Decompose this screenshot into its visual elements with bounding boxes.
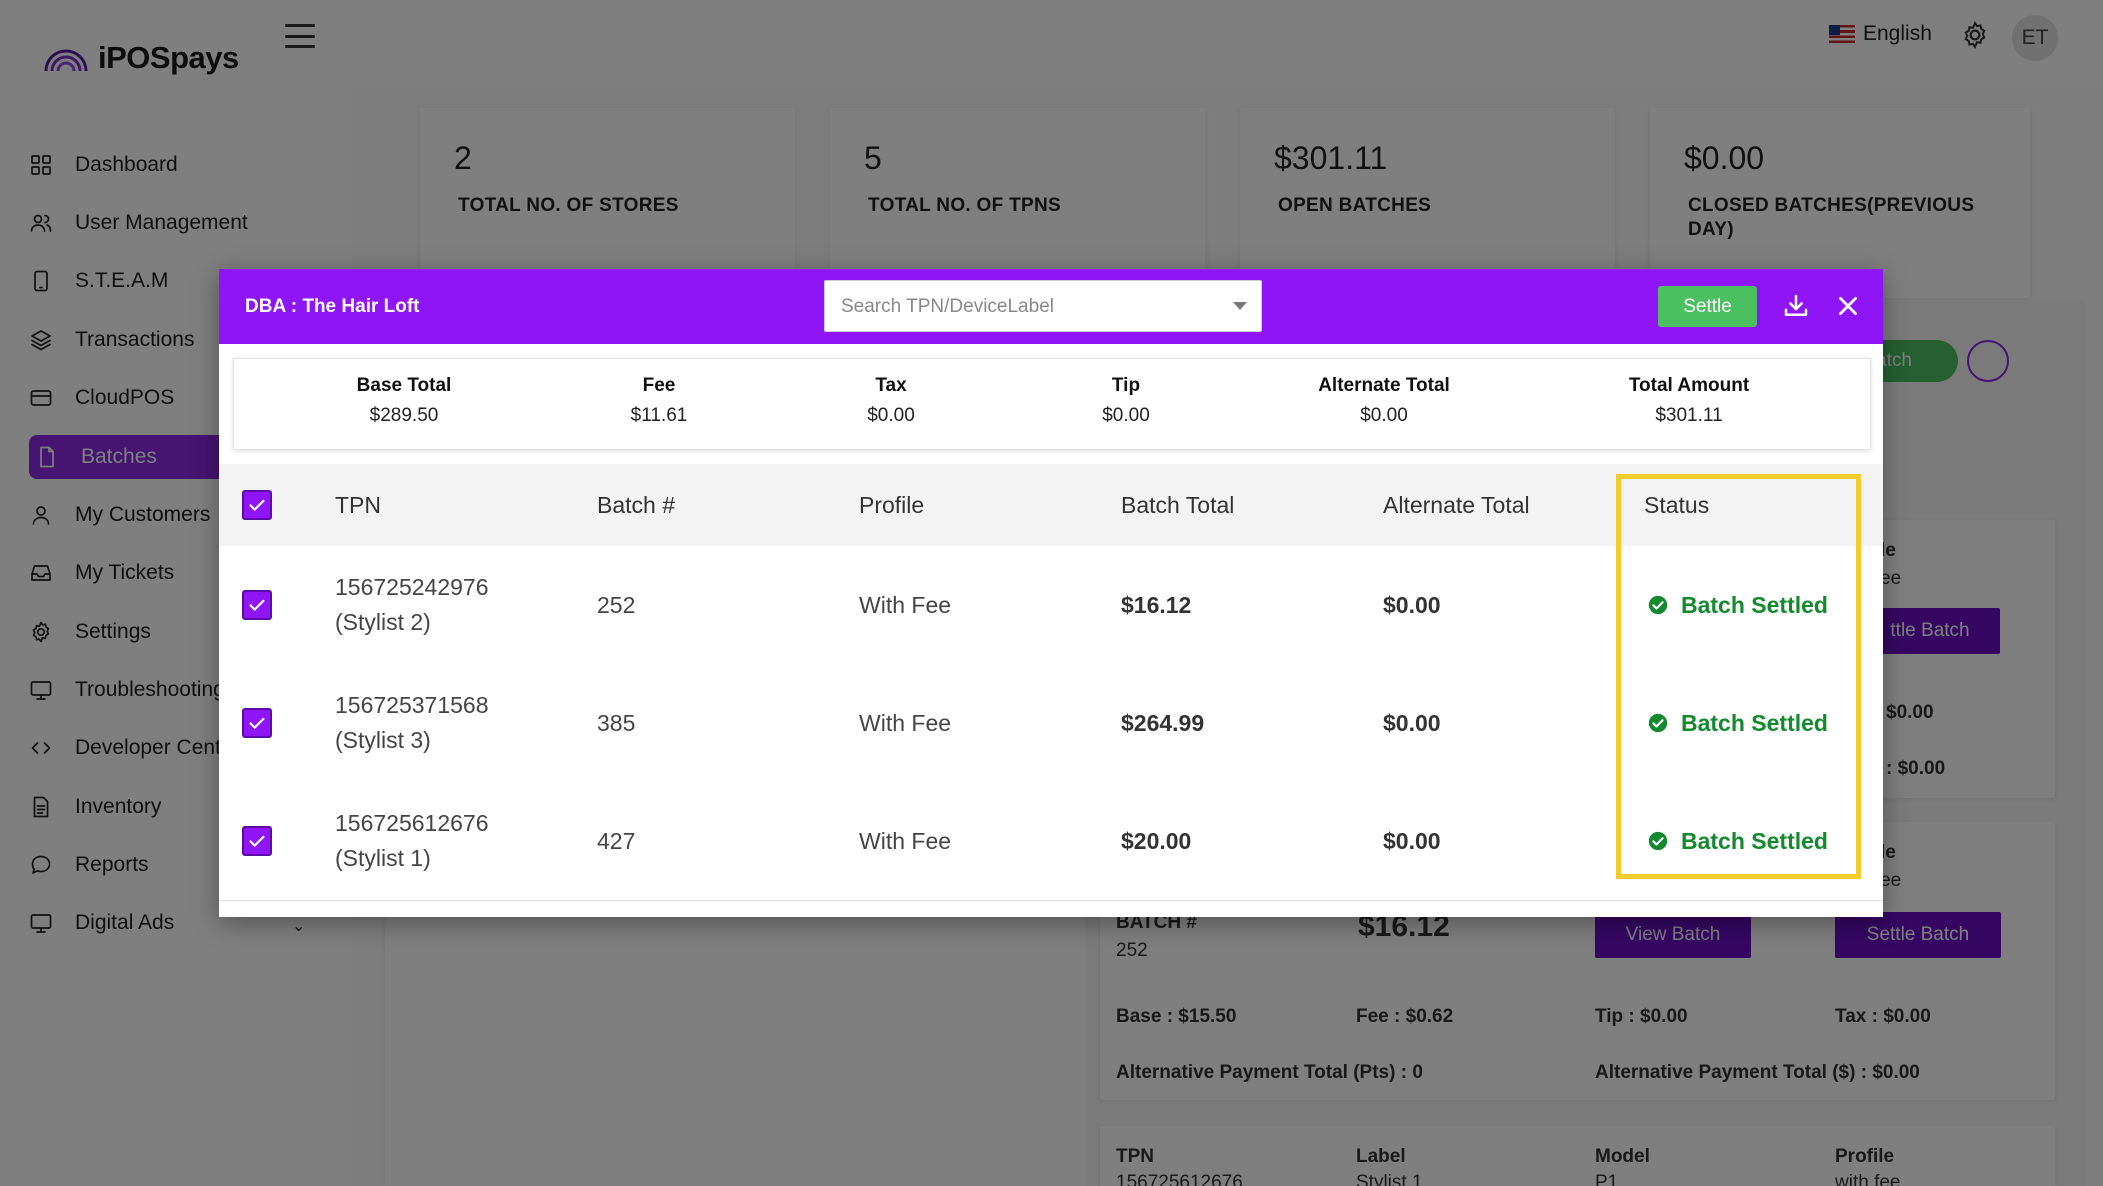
- check-circle-icon: [1648, 831, 1668, 851]
- check-circle-icon: [1648, 595, 1668, 615]
- modal-title: DBA : The Hair Loft: [245, 295, 420, 317]
- alternate-total: $0.00: [1383, 709, 1441, 736]
- table-row[interactable]: 156725612676 (Stylist 1) 427 With Fee $20.00…: [219, 782, 1883, 901]
- status-text: Batch Settled: [1681, 709, 1828, 736]
- total-tip: Tip $0.00: [1102, 375, 1150, 426]
- tpn-cell: 156725242976 (Stylist 2): [335, 546, 489, 664]
- row-checkbox[interactable]: [242, 590, 272, 620]
- batch-total: $16.12: [1121, 591, 1192, 618]
- batch-total: $20.00: [1121, 827, 1192, 854]
- device-label: (Stylist 3): [335, 727, 431, 753]
- check-circle-icon: [1648, 713, 1668, 733]
- batch-number: 385: [597, 709, 636, 736]
- batch-number: 427: [597, 827, 636, 854]
- select-all-checkbox[interactable]: [242, 490, 272, 520]
- tpn-search-input[interactable]: [825, 281, 1223, 333]
- settle-button[interactable]: Settle: [1658, 286, 1757, 327]
- tpn-number: 156725242976: [335, 574, 489, 600]
- total-amount: Total Amount $301.11: [1628, 375, 1750, 426]
- batch-total: $264.99: [1121, 709, 1205, 736]
- status-badge: Batch Settled: [1647, 664, 1828, 782]
- alternate-total: $0.00: [1383, 591, 1441, 618]
- download-icon[interactable]: [1781, 291, 1811, 321]
- status-badge: Batch Settled: [1647, 782, 1828, 900]
- status-text: Batch Settled: [1681, 827, 1828, 854]
- column-header-tpn[interactable]: TPN: [335, 491, 381, 518]
- total-tax: Tax $0.00: [867, 375, 915, 426]
- profile: With Fee: [859, 591, 952, 618]
- batch-number: 252: [597, 591, 636, 618]
- status-text: Batch Settled: [1681, 591, 1828, 618]
- table-header: TPN Batch # Profile Batch Total Alternat…: [219, 464, 1883, 547]
- table-row[interactable]: 156725242976 (Stylist 2) 252 With Fee $16.12…: [219, 546, 1883, 665]
- total-alternate: Alternate Total $0.00: [1318, 375, 1450, 426]
- totals-summary: Base Total $289.50 Fee $11.61 Tax $0.00 …: [233, 358, 1871, 450]
- column-header-batch-total[interactable]: Batch Total: [1121, 491, 1235, 518]
- check-icon: [249, 717, 265, 729]
- profile: With Fee: [859, 709, 952, 736]
- device-label: (Stylist 1): [335, 845, 431, 871]
- modal-header: DBA : The Hair Loft Settle: [219, 269, 1883, 344]
- close-icon[interactable]: [1835, 293, 1861, 319]
- total-base: Base Total $289.50: [356, 375, 452, 426]
- caret-down-icon[interactable]: [1233, 302, 1247, 310]
- tpn-number: 156725612676: [335, 810, 489, 836]
- row-checkbox[interactable]: [242, 826, 272, 856]
- check-icon: [249, 499, 265, 511]
- column-header-profile[interactable]: Profile: [859, 491, 925, 518]
- column-header-batch[interactable]: Batch #: [597, 491, 675, 518]
- tpn-cell: 156725371568 (Stylist 3): [335, 664, 489, 782]
- column-header-alternate-total[interactable]: Alternate Total: [1383, 491, 1530, 518]
- status-badge: Batch Settled: [1647, 546, 1828, 664]
- total-fee: Fee $11.61: [630, 375, 688, 426]
- check-icon: [249, 835, 265, 847]
- profile: With Fee: [859, 827, 952, 854]
- batch-settle-modal: DBA : The Hair Loft Settle Base Total $2…: [219, 269, 1883, 917]
- tpn-number: 156725371568: [335, 692, 489, 718]
- row-checkbox[interactable]: [242, 708, 272, 738]
- table-row[interactable]: 156725371568 (Stylist 3) 385 With Fee $264.9…: [219, 664, 1883, 783]
- column-header-status[interactable]: Status: [1644, 491, 1710, 518]
- tpn-search-dropdown[interactable]: [824, 280, 1262, 333]
- alternate-total: $0.00: [1383, 827, 1441, 854]
- device-label: (Stylist 2): [335, 609, 431, 635]
- tpn-cell: 156725612676 (Stylist 1): [335, 782, 489, 900]
- check-icon: [249, 599, 265, 611]
